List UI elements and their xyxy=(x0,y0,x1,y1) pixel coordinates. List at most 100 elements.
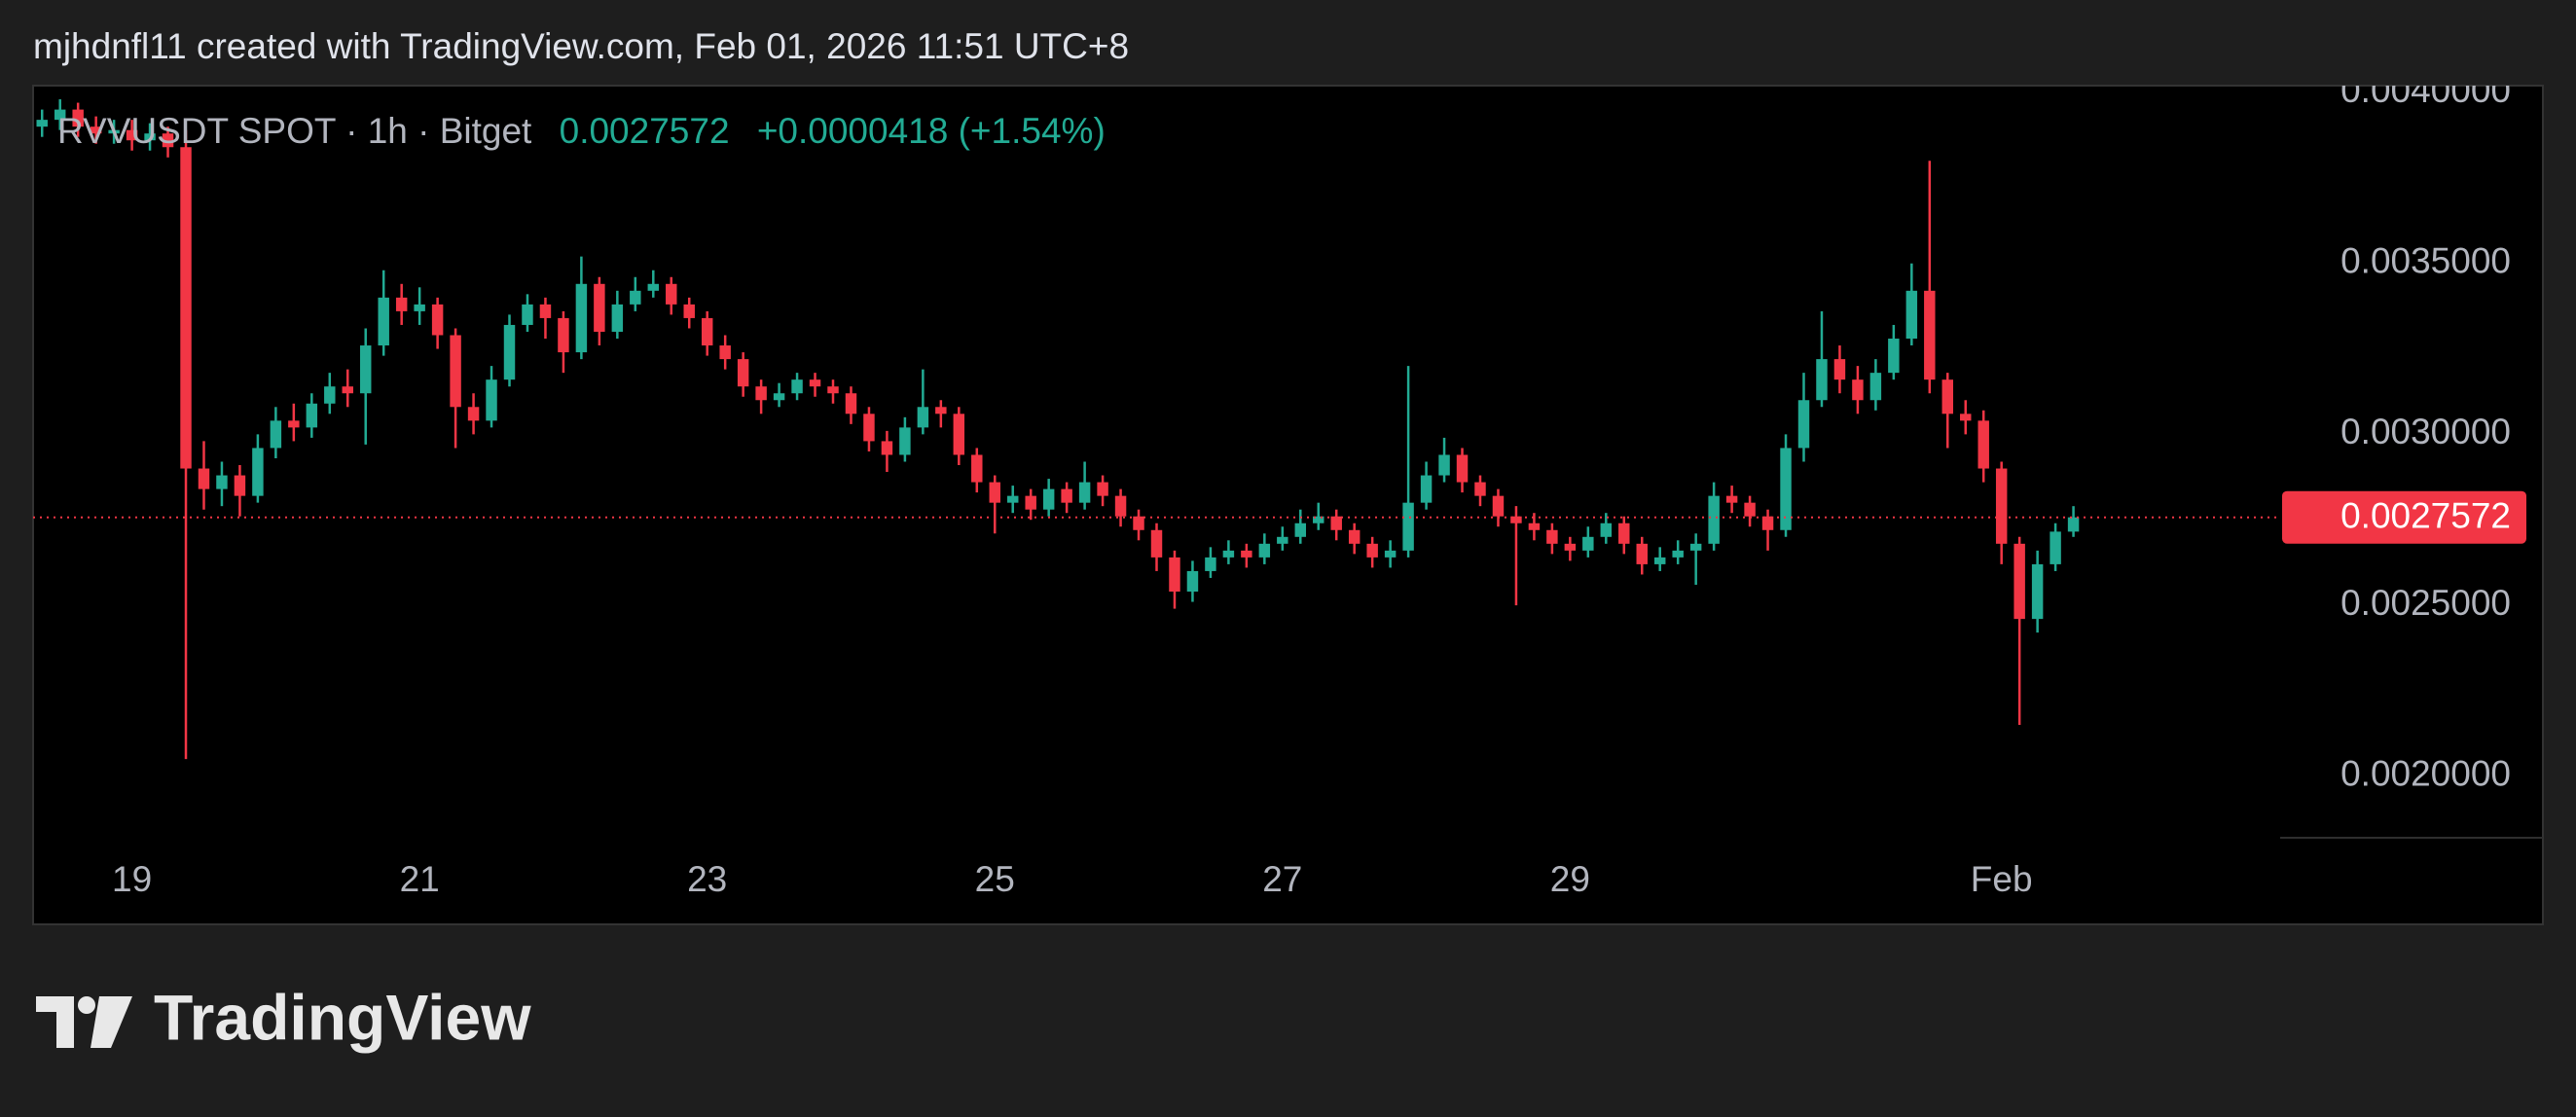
candle-body xyxy=(2067,517,2080,532)
candle-body xyxy=(1960,414,1972,421)
candle-body xyxy=(288,420,300,428)
candle-body xyxy=(1797,400,1810,449)
chart-pane xyxy=(32,85,2544,925)
candle-body xyxy=(1924,290,1936,380)
candle-body xyxy=(827,386,839,394)
candle-body xyxy=(450,335,461,408)
candle-body xyxy=(1725,495,1738,503)
candle-body xyxy=(1169,557,1180,593)
x-tick-label: 27 xyxy=(1262,859,1302,899)
candle-body xyxy=(1294,522,1307,537)
candle-body xyxy=(342,386,353,394)
x-tick-label: 25 xyxy=(975,859,1015,899)
x-tick-label: 23 xyxy=(687,859,727,899)
candle-body xyxy=(522,304,533,325)
candle-body xyxy=(270,420,282,449)
candle-body xyxy=(36,120,48,127)
candle-body xyxy=(683,304,695,318)
price-change: +0.0000418 (+1.54%) xyxy=(757,111,1106,151)
candle-body xyxy=(1205,557,1216,571)
candle-body xyxy=(378,297,389,346)
candle-body xyxy=(162,133,174,148)
x-tick-label: Feb xyxy=(1971,859,2033,899)
candle-body xyxy=(1780,448,1792,530)
candle-body xyxy=(558,317,569,353)
candle-body xyxy=(1384,550,1397,558)
y-tick-label: 0.0040000 xyxy=(2340,70,2511,110)
candle-body xyxy=(324,386,336,404)
y-tick-label: 0.0030000 xyxy=(2340,412,2511,451)
candle-body xyxy=(1222,550,1235,558)
candle-body xyxy=(881,441,893,455)
candle-body xyxy=(1528,522,1541,530)
candle-body xyxy=(1600,522,1613,537)
x-tick-label: 29 xyxy=(1550,859,1590,899)
candle-body xyxy=(1313,516,1324,523)
candle-body xyxy=(1474,482,1486,496)
candle-body xyxy=(503,324,516,380)
candle-body xyxy=(899,427,911,455)
candle-body xyxy=(1689,543,1702,551)
candle-body xyxy=(1653,557,1666,564)
candle-body xyxy=(1888,339,1900,374)
candle-body xyxy=(971,454,983,483)
candle-body xyxy=(180,147,192,469)
candle-body xyxy=(1438,454,1450,476)
candle-body xyxy=(575,283,588,353)
candle-body xyxy=(1277,536,1288,544)
candle-body xyxy=(234,475,246,496)
candle-body xyxy=(1025,495,1036,510)
candle-body xyxy=(1348,529,1361,544)
candle-body xyxy=(198,468,210,489)
candle-body xyxy=(1042,488,1055,510)
plot: 0.0020000 0.0025000 0.0030000 0.0035000 0.00… xyxy=(33,70,2526,899)
tradingview-logo: TradingView xyxy=(36,981,531,1053)
candle-body xyxy=(719,345,731,360)
logo-mark-dot xyxy=(78,996,95,1014)
candle-body xyxy=(630,290,641,305)
y-tick-label: 0.0020000 xyxy=(2340,754,2511,794)
symbol-title: RVVUSDT SPOT · 1h · Bitget xyxy=(57,111,532,151)
candle-body xyxy=(395,297,408,311)
y-tick-label: 0.0025000 xyxy=(2340,583,2511,623)
candle-body xyxy=(1564,543,1577,551)
candle-body xyxy=(72,109,84,127)
logo-text: TradingView xyxy=(154,981,531,1053)
candle-body xyxy=(791,379,803,394)
candle-body xyxy=(467,407,480,421)
candle-body xyxy=(1492,495,1505,517)
candle-body xyxy=(306,403,318,428)
candle-body xyxy=(1582,536,1594,551)
candle-body xyxy=(863,414,875,442)
candle-body xyxy=(666,283,677,305)
candle-body xyxy=(1150,529,1163,558)
candle-body xyxy=(1420,475,1433,503)
candle-body xyxy=(1852,379,1864,401)
candle-body xyxy=(216,475,228,489)
candle-body xyxy=(773,393,785,401)
candle-body xyxy=(90,126,102,134)
candle-body xyxy=(737,359,749,387)
y-tick-label: 0.0035000 xyxy=(2340,240,2511,280)
candle-body xyxy=(252,448,264,496)
candle-body xyxy=(126,129,138,141)
candle-body xyxy=(1241,550,1252,558)
candle-body xyxy=(1761,516,1774,530)
last-price-tag xyxy=(2282,490,2526,544)
candle-body xyxy=(414,304,425,311)
candle-body xyxy=(1708,495,1720,544)
candle-body xyxy=(2031,563,2044,620)
candle-body xyxy=(1402,502,1414,551)
legend: RVVUSDT SPOT · 1h · Bitget 0.0027572 +0.… xyxy=(57,111,1106,151)
candle-body xyxy=(1006,495,1019,503)
candle-body xyxy=(989,482,1000,503)
candle-body xyxy=(1905,290,1918,340)
candle-body xyxy=(1816,359,1828,401)
candle-body xyxy=(360,345,372,394)
candle-body xyxy=(144,133,156,141)
candle-body xyxy=(1258,543,1271,558)
last-price: 0.0027572 xyxy=(560,111,730,151)
candle-body xyxy=(1744,502,1756,517)
